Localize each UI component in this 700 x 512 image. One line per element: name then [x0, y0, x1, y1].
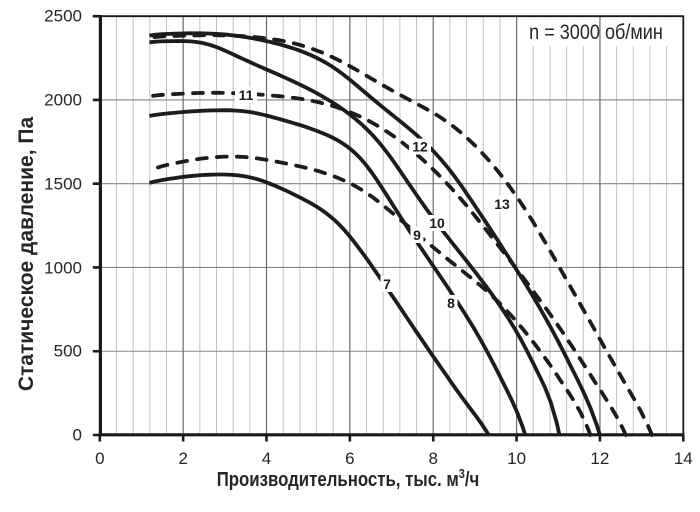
- svg-text:8: 8: [447, 295, 455, 311]
- svg-text:10: 10: [429, 215, 445, 231]
- svg-text:7: 7: [383, 276, 391, 292]
- svg-text:12: 12: [412, 139, 428, 155]
- svg-text:13: 13: [494, 196, 510, 212]
- svg-text:11: 11: [239, 87, 254, 103]
- svg-text:9: 9: [413, 227, 421, 243]
